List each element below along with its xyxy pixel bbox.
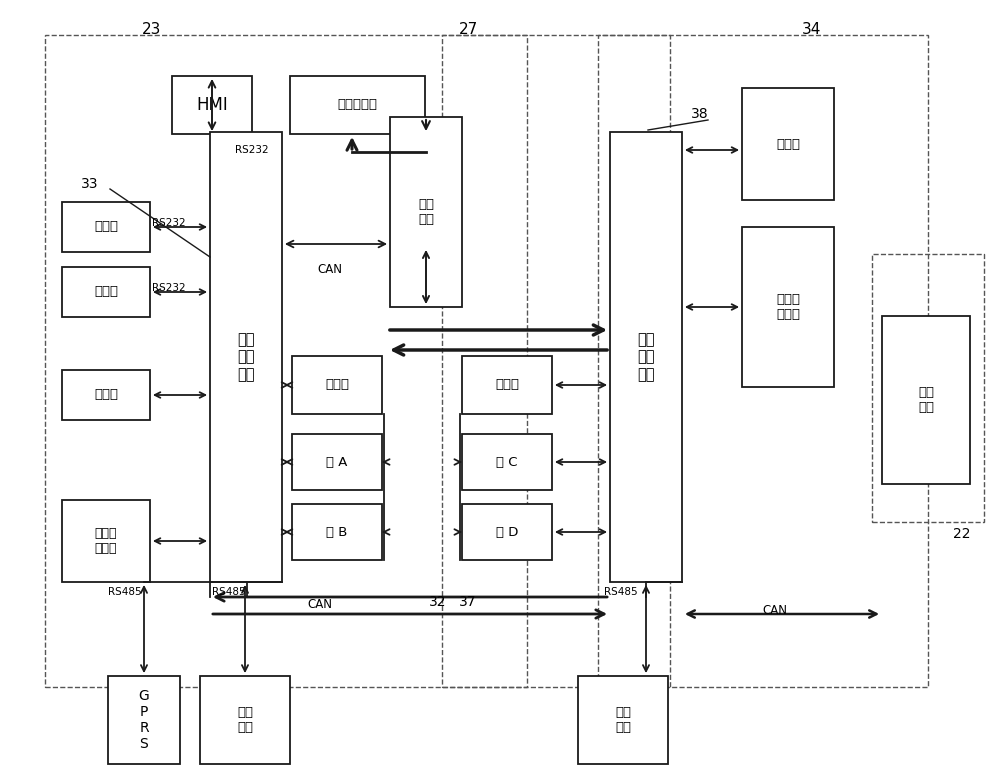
Text: 枪 C: 枪 C xyxy=(496,455,518,469)
Text: 打印机: 打印机 xyxy=(94,286,118,299)
Bar xyxy=(292,434,382,490)
Text: 枪 A: 枪 A xyxy=(326,455,348,469)
Text: RS485: RS485 xyxy=(212,587,246,597)
Text: CAN: CAN xyxy=(318,263,342,276)
Bar xyxy=(872,254,984,522)
Text: 接触器: 接触器 xyxy=(325,378,349,391)
Text: CAN: CAN xyxy=(763,604,788,617)
Bar xyxy=(62,267,150,317)
Bar xyxy=(210,132,282,582)
Text: HMI: HMI xyxy=(196,96,228,114)
Text: 38: 38 xyxy=(691,107,709,121)
Text: 27: 27 xyxy=(458,22,478,38)
Bar xyxy=(442,35,670,687)
Bar xyxy=(578,676,668,764)
Bar xyxy=(108,676,180,764)
Text: 22: 22 xyxy=(953,527,971,541)
Text: 主机
控制
单元: 主机 控制 单元 xyxy=(237,332,255,382)
Text: 32: 32 xyxy=(429,595,447,609)
Text: 33: 33 xyxy=(81,177,99,191)
Text: 枪 B: 枪 B xyxy=(326,526,348,539)
Text: 接触器: 接触器 xyxy=(495,378,519,391)
Text: RS232: RS232 xyxy=(152,218,186,228)
Bar xyxy=(882,316,970,484)
Bar xyxy=(290,76,425,134)
Text: 读卡器: 读卡器 xyxy=(94,221,118,233)
Text: 烟雾传
感模块: 烟雾传 感模块 xyxy=(776,293,800,321)
Bar xyxy=(62,500,150,582)
Text: 37: 37 xyxy=(459,595,477,609)
Bar xyxy=(462,356,552,414)
Text: 监控
系统: 监控 系统 xyxy=(918,386,934,414)
Text: 烟雾传
感模块: 烟雾传 感模块 xyxy=(95,527,117,555)
Bar xyxy=(172,76,252,134)
Bar xyxy=(62,370,150,420)
Text: 23: 23 xyxy=(142,22,162,38)
Text: RS485: RS485 xyxy=(604,587,638,597)
Text: RS232: RS232 xyxy=(235,145,269,155)
Text: 直流
电表: 直流 电表 xyxy=(615,706,631,734)
Text: 枪 D: 枪 D xyxy=(496,526,518,539)
Bar xyxy=(390,117,462,307)
Text: 34: 34 xyxy=(802,22,822,38)
Text: 直流
电表: 直流 电表 xyxy=(237,706,253,734)
Bar xyxy=(742,227,834,387)
Bar xyxy=(610,132,682,582)
Bar xyxy=(742,88,834,200)
Bar xyxy=(62,202,150,252)
Text: G
P
R
S: G P R S xyxy=(139,689,149,751)
Bar xyxy=(462,504,552,560)
Bar xyxy=(292,504,382,560)
Bar xyxy=(292,356,382,414)
Bar xyxy=(200,676,290,764)
Bar xyxy=(45,35,527,687)
Text: 绶缘监测器: 绶缘监测器 xyxy=(338,99,378,111)
Text: 辅机
控制
单元: 辅机 控制 单元 xyxy=(637,332,655,382)
Text: 功率
模块: 功率 模块 xyxy=(418,198,434,226)
Bar xyxy=(462,434,552,490)
Text: 指示灯: 指示灯 xyxy=(776,137,800,151)
Text: RS232: RS232 xyxy=(152,283,186,293)
Text: RS485: RS485 xyxy=(108,587,142,597)
Text: 指示灯: 指示灯 xyxy=(94,388,118,401)
Bar xyxy=(598,35,928,687)
Text: CAN: CAN xyxy=(308,598,332,611)
